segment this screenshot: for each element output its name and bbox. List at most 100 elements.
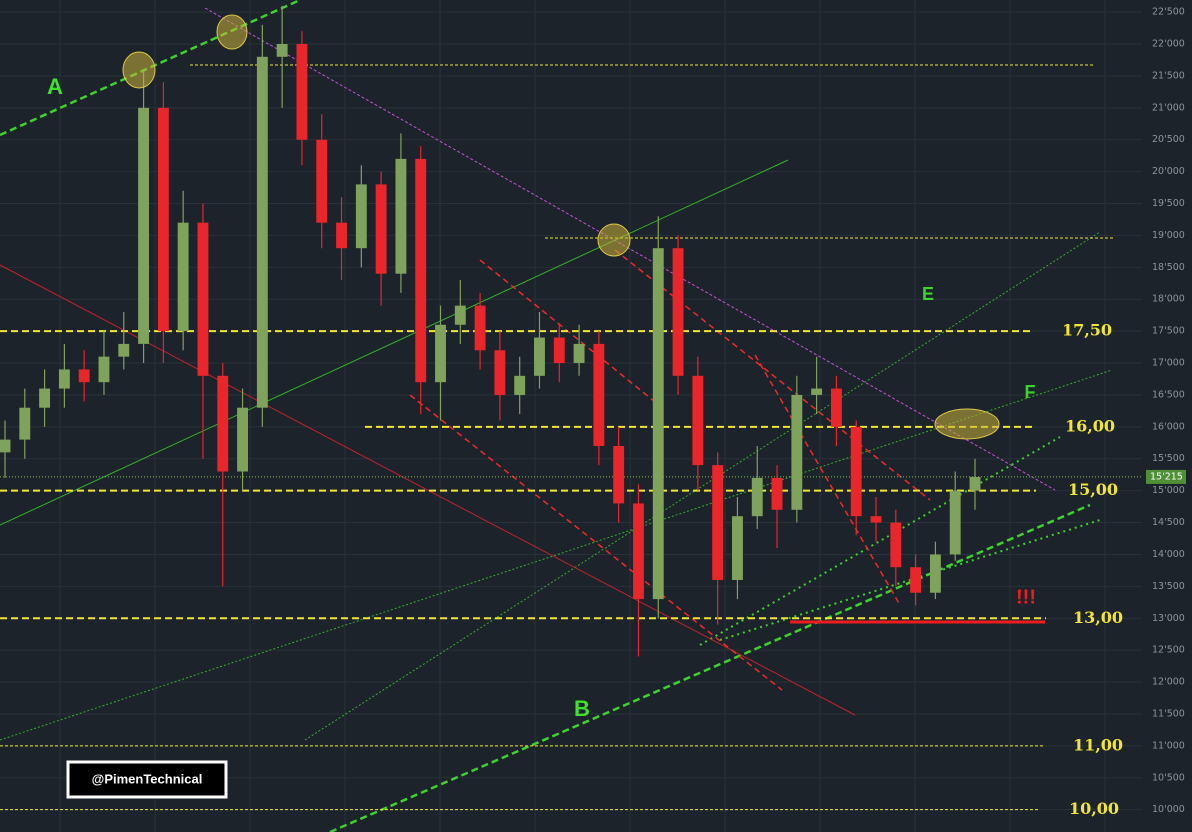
candle-body: [514, 375, 526, 395]
y-tick-label: 20'500: [1152, 134, 1185, 145]
red-channel: [754, 354, 901, 606]
annotation: !!!: [1016, 586, 1036, 608]
y-tick-label: 16'500: [1152, 389, 1185, 400]
y-tick-label: 18'500: [1152, 262, 1185, 273]
candle-body: [355, 184, 367, 249]
candle-body: [98, 356, 110, 383]
candle-body: [712, 465, 724, 580]
candle-body: [890, 522, 902, 568]
candle-body: [593, 343, 605, 446]
highlight: [597, 223, 631, 257]
candle-body: [553, 337, 565, 364]
candle-body: [177, 222, 189, 332]
y-tick-label: 22'500: [1152, 7, 1185, 18]
y-tick-label: 19'000: [1152, 230, 1185, 241]
candle-body: [791, 394, 803, 510]
trendline-b: [329, 503, 1091, 832]
candle-body: [375, 184, 387, 274]
y-tick-label: 11'500: [1152, 708, 1185, 719]
last-price-label: 15'215: [1150, 471, 1183, 482]
candle-body: [969, 476, 981, 491]
candle-body: [454, 305, 466, 325]
highlight: [122, 51, 156, 89]
candle-body: [395, 158, 407, 274]
trendline-f: [0, 369, 1113, 741]
y-tick-label: 13'500: [1152, 581, 1185, 592]
trendline-e: [304, 231, 1101, 741]
candle-body: [415, 158, 427, 383]
candle-body: [58, 369, 70, 389]
levels: 17,50 16,00 15,00 13,00 11,00 10,00: [0, 321, 1142, 818]
candle-body: [19, 407, 31, 440]
y-tick-label: 21'000: [1152, 102, 1185, 113]
candle-body: [217, 375, 229, 472]
y-tick-label: 18'000: [1152, 294, 1185, 305]
highlights: [122, 14, 1000, 440]
y-tick-label: 21'500: [1152, 70, 1185, 81]
candle-body: [732, 516, 743, 580]
y-tick-label: 12'000: [1152, 677, 1185, 688]
candle-body: [830, 388, 842, 427]
level-label: 15,00: [1068, 480, 1118, 499]
watermark-box: [66, 760, 228, 799]
candle-body: [652, 248, 664, 600]
level-label: 17,50: [1062, 321, 1112, 340]
candle-body: [811, 388, 823, 395]
candle-body: [633, 503, 644, 600]
vertical-grid: [59, 0, 1106, 832]
annotation: A: [47, 74, 63, 99]
candle-body: [910, 567, 922, 593]
candle-body: [771, 477, 783, 510]
candle-body: [157, 107, 169, 332]
y-tick-label: 13'000: [1152, 613, 1185, 624]
y-tick-label: 17'000: [1152, 358, 1185, 369]
candle-body: [929, 554, 941, 593]
annotations: A B E F!!!: [47, 74, 1036, 721]
y-tick-label: 19'500: [1152, 198, 1185, 209]
red-channel: [614, 249, 931, 501]
red-channel: [409, 394, 783, 691]
highlight: [216, 14, 248, 50]
candle-body: [138, 107, 150, 344]
candle-body: [672, 248, 684, 376]
candle-body: [870, 516, 882, 523]
y-tick-label: 14'500: [1152, 517, 1185, 528]
candles: [0, 5, 981, 657]
highlight: [934, 408, 1000, 440]
annotation: E: [922, 284, 934, 304]
y-tick-label: 10'000: [1152, 804, 1185, 815]
candle-body: [573, 343, 585, 364]
annotation: B: [574, 696, 590, 721]
level-label: 13,00: [1073, 608, 1123, 627]
candle-body: [197, 222, 209, 376]
candle-body: [850, 426, 862, 517]
annotation: F: [1025, 382, 1036, 402]
y-tick-label: 22'000: [1152, 39, 1185, 50]
y-tick-label: 15'000: [1152, 485, 1185, 496]
candle-body: [613, 445, 625, 504]
support-dotted: [719, 519, 1101, 641]
resistance-line: [204, 7, 1056, 491]
candle-body: [276, 44, 288, 57]
y-tick-label: 12'500: [1152, 645, 1185, 656]
y-tick-label: 14'000: [1152, 549, 1185, 560]
level-label: 10,00: [1069, 799, 1119, 818]
y-tick-label: 10'500: [1152, 772, 1185, 783]
candle-body: [118, 343, 130, 357]
channel-line: [0, 159, 789, 526]
candle-body: [0, 439, 11, 453]
candle-body: [751, 477, 763, 517]
candle-body: [949, 490, 961, 555]
watermark: @PimenTechnical: [92, 771, 203, 786]
candle-body: [296, 44, 308, 140]
y-tick-label: 17'500: [1152, 326, 1185, 337]
y-tick-label: 16'000: [1152, 421, 1185, 432]
candle-body: [336, 222, 347, 249]
candle-body: [494, 350, 506, 395]
candle-body: [256, 56, 268, 408]
candle-body: [534, 337, 545, 376]
level-label: 16,00: [1065, 416, 1115, 435]
candle-body: [237, 407, 248, 472]
price-axis: 10'000 10'500 11'000 11'500 12'000 12'500 13'0…: [1146, 7, 1186, 815]
